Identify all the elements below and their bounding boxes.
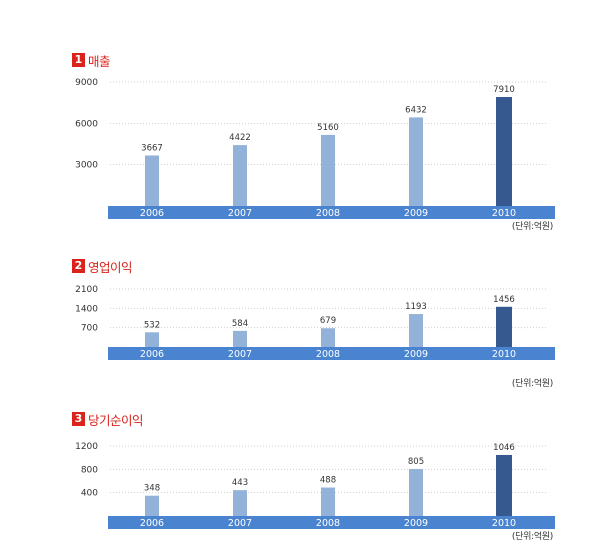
x-tick-label: 2006 bbox=[140, 349, 164, 360]
x-tick-label: 2007 bbox=[228, 518, 252, 529]
x-tick-label: 2007 bbox=[228, 349, 252, 360]
x-tick-label: 2009 bbox=[404, 208, 428, 219]
y-tick-label: 800 bbox=[81, 465, 98, 475]
x-tick-label: 2008 bbox=[316, 518, 340, 529]
bar bbox=[496, 97, 512, 206]
chart-title: 1 매출 bbox=[72, 52, 111, 69]
data-label: 1046 bbox=[493, 443, 515, 453]
data-label: 1193 bbox=[405, 302, 427, 312]
bar bbox=[145, 155, 159, 206]
data-label: 7910 bbox=[493, 85, 515, 95]
data-label: 6432 bbox=[405, 105, 427, 115]
data-label: 4422 bbox=[229, 133, 251, 143]
x-tick-label: 2006 bbox=[140, 518, 164, 529]
data-label: 679 bbox=[320, 316, 336, 326]
net-income-bar-chart: 400 800 1200 348 443 488 805 1046 2006 2007 2008 20… bbox=[75, 442, 555, 529]
chart-title: 2 영업이익 bbox=[72, 258, 133, 275]
section-number-badge: 2 bbox=[72, 259, 85, 273]
y-tick-label: 700 bbox=[81, 324, 98, 334]
x-tick-label: 2007 bbox=[228, 208, 252, 219]
x-tick-label: 2010 bbox=[492, 349, 516, 360]
data-label: 443 bbox=[232, 478, 248, 488]
chart-title-text: 영업이익 bbox=[88, 259, 133, 275]
bar bbox=[145, 495, 159, 516]
y-tick-label: 1400 bbox=[75, 304, 98, 314]
revenue-bar-chart: 3000 6000 9000 3667 4422 5160 6432 7910 2006 2007… bbox=[75, 78, 555, 219]
data-label: 3667 bbox=[141, 143, 163, 153]
bar bbox=[321, 328, 335, 347]
x-tick-label: 2009 bbox=[404, 518, 428, 529]
bar bbox=[233, 330, 247, 347]
section-number-badge: 3 bbox=[72, 412, 85, 426]
bar bbox=[409, 117, 423, 206]
section-number-badge: 1 bbox=[72, 53, 85, 67]
data-label: 1456 bbox=[493, 295, 515, 305]
unit-label: (단위:억원) bbox=[511, 532, 553, 542]
y-tick-label: 400 bbox=[81, 489, 98, 499]
bar bbox=[145, 332, 159, 347]
y-tick-label: 9000 bbox=[75, 78, 98, 88]
bar bbox=[409, 314, 423, 347]
x-tick-label: 2010 bbox=[492, 208, 516, 219]
bar bbox=[496, 306, 512, 347]
y-tick-label: 1200 bbox=[75, 442, 98, 452]
x-tick-label: 2010 bbox=[492, 518, 516, 529]
operating-profit-bar-chart: 700 1400 2100 532 584 679 1193 1456 2006 2007 2008… bbox=[75, 285, 555, 360]
x-axis-band bbox=[108, 206, 555, 219]
bar bbox=[233, 145, 247, 206]
bar bbox=[321, 487, 335, 516]
x-tick-label: 2006 bbox=[140, 208, 164, 219]
y-tick-label: 2100 bbox=[75, 285, 98, 295]
bar bbox=[496, 454, 512, 516]
data-label: 532 bbox=[144, 320, 160, 330]
x-tick-label: 2008 bbox=[316, 349, 340, 360]
bar bbox=[233, 490, 247, 516]
bar bbox=[321, 134, 335, 206]
chart-title-text: 당기순이익 bbox=[88, 412, 144, 428]
data-label: 348 bbox=[144, 484, 160, 494]
data-label: 488 bbox=[320, 476, 336, 486]
data-label: 584 bbox=[232, 319, 248, 329]
x-axis-band bbox=[108, 516, 555, 529]
data-label: 805 bbox=[408, 457, 424, 467]
y-tick-label: 6000 bbox=[75, 119, 98, 129]
x-tick-label: 2009 bbox=[404, 349, 428, 360]
data-label: 5160 bbox=[317, 123, 339, 133]
chart-title: 3 당기순이익 bbox=[72, 411, 144, 428]
x-tick-label: 2008 bbox=[316, 208, 340, 219]
unit-label: (단위:억원) bbox=[511, 379, 553, 389]
x-axis-band bbox=[108, 347, 555, 360]
bar bbox=[409, 469, 423, 516]
unit-label: (단위:억원) bbox=[511, 222, 553, 232]
y-tick-label: 3000 bbox=[75, 161, 98, 171]
chart-title-text: 매출 bbox=[88, 53, 111, 69]
